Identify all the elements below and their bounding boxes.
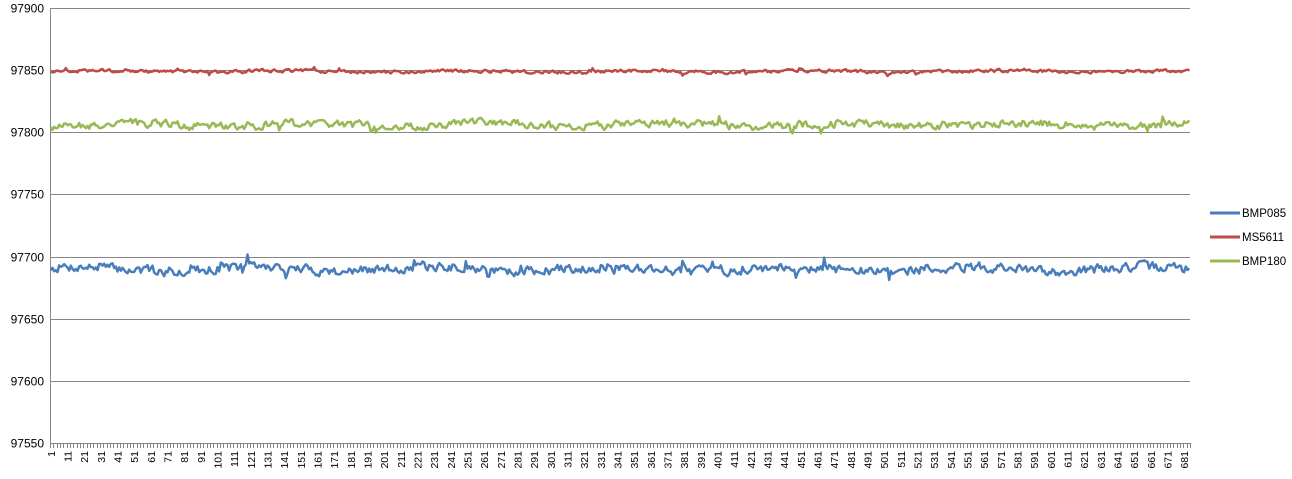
x-tick-label: 581 (1013, 451, 1025, 469)
x-tick-label: 641 (1113, 451, 1125, 469)
x-tick-label: 81 (179, 451, 191, 463)
x-tick-label: 301 (546, 451, 558, 469)
x-tick-label: 411 (729, 451, 741, 468)
x-tick-label: 321 (579, 451, 591, 469)
x-tick-label: 501 (879, 451, 891, 469)
series-line-bmp085 (49, 253, 1191, 282)
x-tick-label: 441 (779, 451, 791, 469)
y-tick-label: 97850 (11, 64, 45, 78)
x-tick-label: 91 (196, 451, 208, 463)
x-tick-label: 221 (413, 451, 425, 469)
series-line-ms5611 (50, 65, 1190, 78)
x-tick-label: 201 (379, 451, 391, 469)
series-lines (49, 65, 1191, 282)
x-tick-label: 331 (596, 451, 608, 469)
x-tick-label: 171 (329, 451, 341, 469)
legend-label: MS5611 (1242, 232, 1284, 244)
x-tick-label: 631 (1096, 451, 1108, 469)
x-tick-label: 521 (913, 451, 925, 469)
x-tick-label: 111 (229, 451, 241, 467)
x-tick-label: 401 (713, 451, 725, 469)
y-tick-label: 97600 (11, 375, 45, 389)
x-tick-label: 351 (629, 451, 641, 469)
x-tick-label: 561 (979, 451, 991, 469)
x-tick-label: 421 (746, 451, 758, 469)
x-tick-label: 451 (796, 451, 808, 469)
x-tick-label: 31 (96, 451, 108, 463)
x-tick-label: 241 (446, 451, 458, 469)
x-tick-label: 191 (363, 451, 375, 469)
x-tick-label: 231 (429, 451, 441, 469)
x-tick-label: 651 (1129, 451, 1141, 469)
x-tick-label: 571 (996, 451, 1008, 469)
x-tick-label: 211 (396, 451, 408, 468)
x-tick-label: 491 (863, 451, 875, 469)
x-tick-label: 661 (1146, 451, 1158, 469)
x-tick-label: 1 (46, 451, 58, 457)
x-tick-label: 291 (529, 451, 541, 469)
x-tick-label: 431 (763, 451, 775, 469)
x-tick-label: 271 (496, 451, 508, 469)
series-line-bmp180 (49, 115, 1191, 135)
x-tick-label: 41 (113, 451, 125, 463)
x-tick-label: 11 (63, 451, 75, 462)
x-tick-label: 511 (896, 451, 908, 468)
x-tick-label: 681 (1179, 451, 1191, 469)
x-tick-label: 131 (263, 451, 275, 469)
legend-label: BMP180 (1242, 256, 1286, 268)
y-tick-label: 97550 (11, 437, 45, 451)
y-tick-label: 97700 (11, 251, 45, 265)
x-tick-label: 551 (963, 451, 975, 469)
x-tick-label: 161 (313, 451, 325, 469)
x-tick-label: 101 (213, 451, 225, 469)
x-tick-label: 141 (279, 451, 291, 469)
y-tick-label: 97750 (11, 188, 45, 202)
x-tick-label: 71 (163, 451, 175, 463)
x-tick-label: 601 (1046, 451, 1058, 469)
gridlines (50, 8, 1190, 382)
x-tick-label: 261 (479, 451, 491, 469)
x-tick-label: 121 (246, 451, 258, 469)
axes: 97550 97600 97650 97700 97750 97800 97850 97900… (11, 2, 1192, 469)
y-tick-label: 97800 (11, 126, 45, 140)
x-tick-label: 671 (1163, 451, 1175, 469)
x-tick-label: 251 (463, 451, 475, 469)
x-tick-label: 391 (696, 451, 708, 469)
x-tick-label: 151 (296, 451, 308, 469)
x-tick-label: 61 (146, 451, 158, 463)
x-tick-label: 381 (679, 451, 691, 469)
x-tick-label: 21 (79, 451, 91, 463)
x-tick-label: 621 (1079, 451, 1091, 469)
x-tick-label: 51 (129, 451, 141, 463)
x-tick-label: 181 (346, 451, 358, 469)
x-tick-label: 361 (646, 451, 658, 469)
x-tick-label: 371 (663, 451, 675, 469)
x-tick-label: 591 (1029, 451, 1041, 469)
x-tick-label: 611 (1063, 451, 1075, 468)
y-tick-label: 97650 (11, 313, 45, 327)
x-tick-label: 481 (846, 451, 858, 469)
x-tick-label: 531 (929, 451, 941, 469)
legend: BMP085 MS5611 BMP180 (1210, 208, 1286, 268)
x-tick-label: 341 (613, 451, 625, 469)
x-tick-label: 471 (829, 451, 841, 469)
y-tick-label: 97900 (11, 2, 45, 16)
x-tick-label: 281 (513, 451, 525, 469)
legend-label: BMP085 (1242, 208, 1286, 220)
x-tick-label: 461 (813, 451, 825, 469)
x-tick-label: 311 (563, 451, 575, 468)
x-tick-label: 541 (946, 451, 958, 469)
